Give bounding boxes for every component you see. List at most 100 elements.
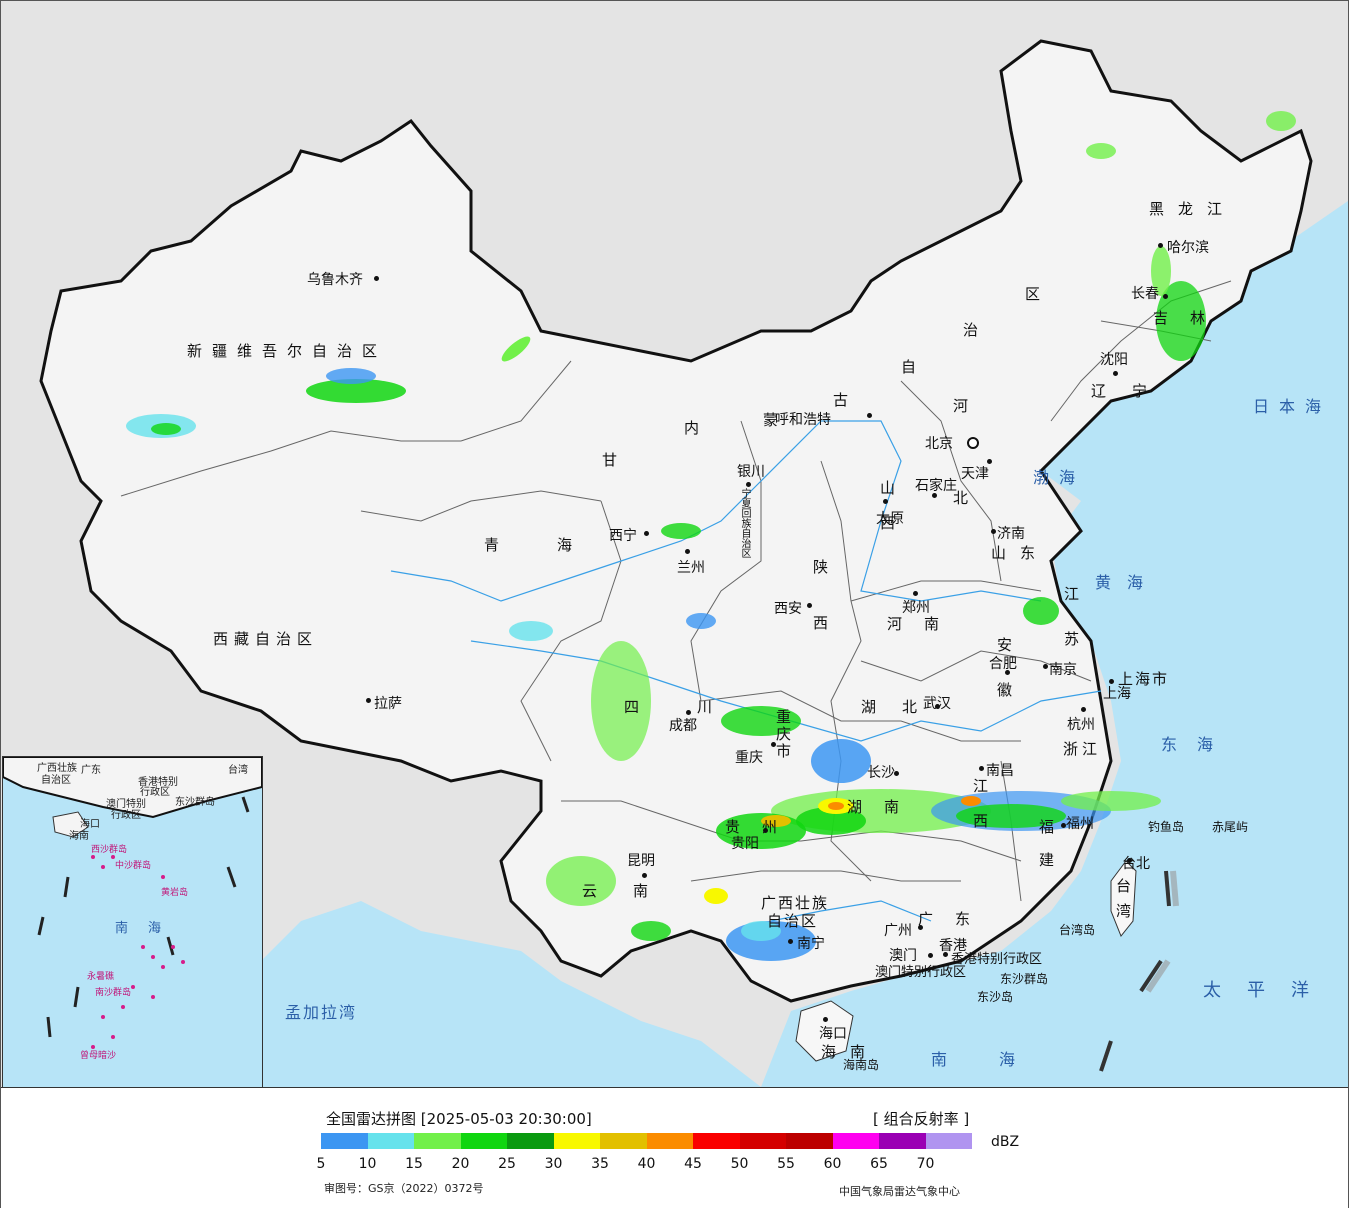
scale-swatch <box>367 1133 414 1149</box>
city-label: 成都 <box>669 718 697 734</box>
city-marker <box>685 549 690 554</box>
province-label: 自 <box>901 358 929 376</box>
island-label: 钓鱼岛 <box>1148 820 1185 834</box>
province-label: 北 <box>953 489 981 507</box>
city-marker <box>1081 707 1086 712</box>
city-label: 西安 <box>774 601 802 617</box>
south-china-sea-inset: 广西壮族 自治区 广东 台湾 香港特别 行政区 澳门特别 行政区 东沙群岛 海口… <box>2 756 263 1087</box>
inset-label: 中沙群岛 <box>115 861 152 871</box>
sea-label: 太平洋 <box>1203 980 1335 1001</box>
scale-tick-label: 15 <box>405 1156 423 1172</box>
city-label: 长沙 <box>867 765 895 781</box>
city-label: 西宁 <box>609 528 637 544</box>
inset-label: 澳门特别 <box>106 799 146 810</box>
province-label: 澳门特别行政区 <box>875 965 967 980</box>
city-marker <box>918 925 923 930</box>
city-marker <box>932 493 937 498</box>
inset-label: 南沙群岛 <box>95 988 132 998</box>
province-label: 河 <box>953 397 981 415</box>
city-marker <box>867 413 872 418</box>
city-label: 杭州 <box>1067 717 1095 733</box>
sea-label: 孟加拉湾 <box>285 1003 358 1022</box>
city-label: 郑州 <box>902 600 930 616</box>
province-label: 新疆维吾尔自治区 <box>187 342 388 360</box>
sea-label: 日本海 <box>1253 397 1332 416</box>
sea-label: 渤海 <box>1033 468 1086 487</box>
island-label: 东沙群岛 <box>1000 972 1049 986</box>
scale-swatch <box>460 1133 507 1149</box>
city-marker <box>1109 679 1114 684</box>
island-label: 海南岛 <box>843 1058 880 1072</box>
legend-footer: 全国雷达拼图 [2025-05-03 20:30:00] [ 组合反射率 ] d… <box>1 1087 1348 1208</box>
city-marker <box>935 704 940 709</box>
province-label: 浙江 <box>1063 740 1102 758</box>
city-label: 上海 <box>1103 686 1131 702</box>
city-label: 广州 <box>884 923 912 939</box>
province-label: 广东 <box>918 910 993 928</box>
inset-label: 海口 <box>80 819 100 830</box>
city-label: 天津 <box>961 466 989 482</box>
map-title: 全国雷达拼图 [2025-05-03 20:30:00] <box>326 1110 592 1128</box>
province-label: 四川 <box>624 698 771 716</box>
island-label: 东沙岛 <box>977 990 1014 1004</box>
city-label: 海口 <box>819 1026 847 1042</box>
radar-map: 乌鲁木齐 拉萨 西宁 兰州 银川 呼和浩特 北京 天津 石家庄 太原 济南 郑州… <box>1 1 1348 1087</box>
province-label: 台湾 <box>1114 878 1132 928</box>
province-label: 内 <box>684 419 712 437</box>
city-label: 香港 <box>939 938 967 954</box>
province-label: 西 <box>813 614 841 632</box>
province-label: 香港特别行政区 <box>951 952 1043 967</box>
scale-tick-label: 40 <box>637 1156 656 1172</box>
inset-label: 广东 <box>81 765 101 776</box>
city-marker <box>644 531 649 536</box>
city-label: 银川 <box>737 464 765 480</box>
province-label: 古 <box>833 391 861 409</box>
approval-number: 审图号：GS京（2022）0372号 <box>324 1182 484 1195</box>
city-marker <box>987 459 992 464</box>
inset-label: 香港特别 <box>138 777 178 788</box>
city-marker <box>943 952 948 957</box>
scale-swatch <box>739 1133 786 1149</box>
province-label: 辽宁 <box>1091 382 1174 400</box>
sea-label: 东海 <box>1161 735 1234 754</box>
province-label: 福建 <box>1037 819 1055 885</box>
scale-ticks: 5 10 15 20 25 30 35 40 45 50 55 60 65 70 <box>306 1156 966 1174</box>
scale-tick-label: 60 <box>823 1156 842 1172</box>
color-scale <box>321 1133 972 1149</box>
province-label: 自治区 <box>767 912 819 930</box>
inset-label: 海南 <box>69 831 89 842</box>
unit-label: dBZ <box>991 1134 1020 1150</box>
island-label: 赤尾屿 <box>1212 820 1249 834</box>
city-marker <box>366 698 371 703</box>
scale-swatch <box>414 1133 461 1149</box>
province-label: 治 <box>963 321 991 339</box>
province-label: 上海市 <box>1118 670 1170 688</box>
city-marker <box>928 953 933 958</box>
province-label: 重庆市 <box>774 709 792 760</box>
city-label: 乌鲁木齐 <box>307 272 363 288</box>
city-label: 北京 <box>925 436 953 452</box>
inset-label: 永暑礁 <box>87 972 115 982</box>
credit-label: 中国气象局雷达气象中心 <box>839 1185 960 1198</box>
city-label: 重庆 <box>735 750 763 766</box>
city-label: 福州 <box>1066 816 1094 832</box>
inset-label: 南海 <box>115 921 182 936</box>
city-label: 济南 <box>997 526 1025 542</box>
city-marker <box>1043 664 1048 669</box>
province-label: 河南 <box>887 615 962 633</box>
city-label: 台北 <box>1122 856 1150 872</box>
scale-swatch <box>879 1133 926 1149</box>
city-label: 兰州 <box>677 560 705 576</box>
inset-label: 广西壮族 <box>37 763 77 774</box>
inset-label: 黄岩岛 <box>161 888 189 898</box>
province-label: 蒙 <box>763 411 791 429</box>
inset-label: 台湾 <box>228 765 248 776</box>
city-label: 澳门 <box>889 948 917 964</box>
scale-swatch <box>646 1133 693 1149</box>
city-label: 沈阳 <box>1100 352 1128 368</box>
inset-label: 曾母暗沙 <box>80 1051 117 1061</box>
city-label: 昆明 <box>627 853 655 869</box>
inset-graphic <box>3 757 262 1049</box>
province-label: 区 <box>1025 285 1053 303</box>
city-marker <box>1127 858 1132 863</box>
